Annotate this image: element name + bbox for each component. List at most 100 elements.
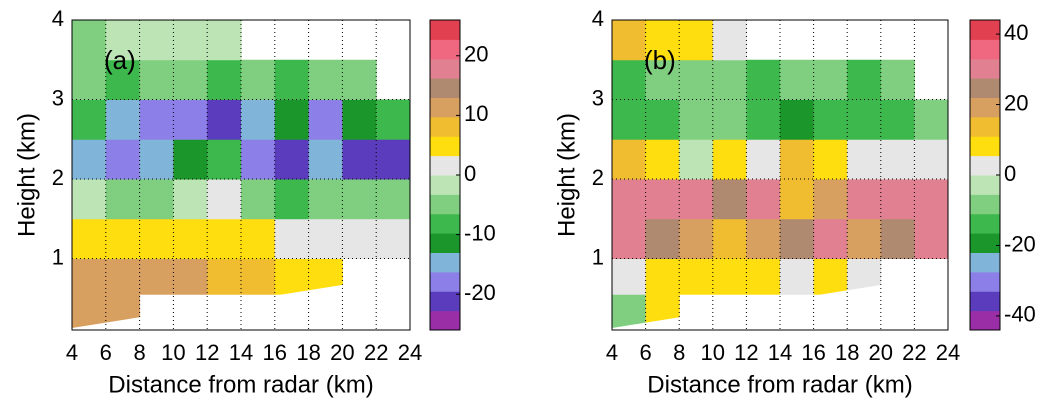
heatmap-cell <box>746 258 781 295</box>
x-tick-label: 8 <box>133 340 145 365</box>
colorbar-tick-label: -20 <box>464 280 496 305</box>
heatmap-cell <box>139 139 174 180</box>
colorbar-swatch <box>970 213 1000 234</box>
heatmap-cell <box>173 218 208 259</box>
heatmap-cell <box>241 258 276 295</box>
y-tick-label: 2 <box>52 165 64 190</box>
heatmap-cell <box>105 139 141 180</box>
colorbar-swatch <box>430 39 460 60</box>
x-tick-label: 4 <box>66 340 78 365</box>
ground-mask <box>612 274 948 330</box>
heatmap-cell <box>880 139 915 180</box>
heatmap-cell <box>105 20 141 61</box>
heatmap-cell <box>207 178 242 220</box>
heatmap-cell <box>712 178 747 220</box>
colorbar-swatch <box>430 291 460 312</box>
heatmap-cell <box>746 59 781 100</box>
heatmap-cell <box>308 99 343 140</box>
colorbar-tick-label: -40 <box>1004 302 1036 327</box>
colorbar-swatch <box>970 58 1000 79</box>
heatmap-cell <box>274 139 310 180</box>
heatmap-cell <box>308 218 343 259</box>
colorbar-swatch <box>970 136 1000 157</box>
x-tick-label: 20 <box>330 340 354 365</box>
colorbar-swatch <box>430 155 460 176</box>
heatmap-cell <box>72 178 107 220</box>
heatmap-cell <box>746 139 781 180</box>
x-tick-label: 8 <box>673 340 685 365</box>
colorbar-tick-label: -10 <box>464 220 496 245</box>
heatmap-cell <box>342 139 377 180</box>
heatmap-cell <box>712 59 747 100</box>
heatmap-cell <box>376 218 411 259</box>
x-tick-label: 24 <box>398 340 422 365</box>
heatmap-cell <box>645 178 680 220</box>
panel-label: (b) <box>644 45 676 75</box>
colorbar-swatch <box>970 252 1000 273</box>
heatmap-cell <box>813 59 848 100</box>
heatmap-cell <box>645 218 680 259</box>
heatmap-cell <box>813 178 848 220</box>
x-tick-label: 6 <box>100 340 112 365</box>
heatmap-cell <box>847 218 882 259</box>
heatmap-cell <box>139 59 174 100</box>
heatmap-cell <box>139 20 174 61</box>
heatmap-cell <box>914 218 949 259</box>
heatmap-cell <box>139 99 174 140</box>
colorbar-swatch <box>970 233 1000 253</box>
colorbar-tick-label: 0 <box>1004 161 1016 186</box>
x-tick-label: 14 <box>229 340 253 365</box>
heatmap-cell <box>712 99 747 140</box>
heatmap-cell <box>746 99 781 140</box>
heatmap-cell <box>173 139 208 180</box>
heatmap-cell <box>780 59 815 100</box>
heatmap-cell <box>880 218 915 259</box>
heatmap-cell <box>645 139 680 180</box>
heatmap-cell <box>72 258 107 295</box>
heatmap-cell <box>612 20 647 61</box>
heatmap-cell <box>612 258 647 295</box>
heatmap-cell <box>645 20 680 61</box>
heatmap-cell <box>139 178 174 220</box>
heatmap-cell <box>746 178 781 220</box>
heatmap-cell <box>712 258 747 295</box>
heatmap-cell <box>342 99 377 140</box>
heatmap-cell <box>241 139 276 180</box>
heatmap-cell <box>173 20 208 61</box>
y-tick-label: 4 <box>52 6 64 31</box>
heatmap-cell <box>880 99 915 140</box>
x-axis-label: Distance from radar (km) <box>647 371 912 398</box>
heatmap-cell <box>914 139 949 180</box>
heatmap-cell <box>847 178 882 220</box>
heatmap-cell <box>847 59 882 100</box>
heatmap-cell <box>105 99 141 140</box>
x-tick-label: 18 <box>296 340 320 365</box>
heatmap-cell <box>712 20 747 61</box>
plot-frame <box>611 19 949 331</box>
colorbar-swatch <box>970 155 1000 176</box>
heatmap-cell <box>813 218 848 259</box>
heatmap-cell <box>813 99 848 140</box>
heatmap-cell <box>241 178 276 220</box>
heatmap-cell <box>308 59 343 100</box>
colorbar-swatch <box>430 310 460 331</box>
colorbar-tick-label: 20 <box>464 42 488 67</box>
heatmap-cell <box>813 258 848 295</box>
x-tick-label: 22 <box>902 340 926 365</box>
panel-label: (a) <box>104 45 136 75</box>
heatmap-cell <box>612 178 647 220</box>
heatmap-cell <box>308 139 343 180</box>
heatmap-cell <box>679 99 714 140</box>
colorbar-tick-label: 20 <box>1004 90 1028 115</box>
y-tick-label: 1 <box>592 244 604 269</box>
heatmap-cell <box>207 20 242 61</box>
heatmap-cell <box>679 20 714 61</box>
colorbar-swatch <box>430 97 460 118</box>
heatmap-cell <box>105 218 141 259</box>
heatmap-cell <box>679 178 714 220</box>
heatmap-cell <box>780 178 815 220</box>
colorbar-tick-label: -20 <box>1004 231 1036 256</box>
heatmap-cell <box>813 139 848 180</box>
heatmap-cell <box>241 99 276 140</box>
